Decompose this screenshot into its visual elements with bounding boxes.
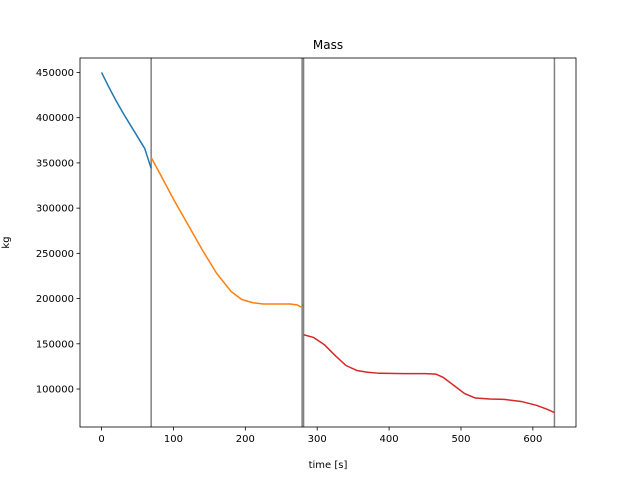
chart-title: Mass (313, 38, 343, 52)
y-tick-label: 300000 (36, 204, 74, 215)
y-tick-label: 200000 (36, 294, 74, 305)
y-tick-label: 250000 (36, 249, 74, 260)
series-line-1 (150, 157, 303, 309)
y-tick-label: 150000 (36, 339, 74, 350)
x-tick-label: 100 (164, 434, 183, 445)
series-group (100, 72, 555, 414)
y-axis-label: kg (1, 236, 12, 248)
series-line-2 (301, 304, 304, 307)
y-tick-label: 100000 (36, 385, 74, 396)
x-axis-label: time [s] (309, 460, 348, 471)
vertical-lines (150, 58, 556, 427)
plot-frame (79, 57, 577, 428)
x-tick-label: 600 (523, 434, 542, 445)
x-axis-ticks: 0 100 200 300 400 500 600 (98, 427, 542, 445)
x-tick-label: 400 (380, 434, 399, 445)
series-line-0 (100, 72, 152, 169)
y-tick-label: 350000 (36, 158, 74, 169)
y-axis-ticks: 100000 150000 200000 250000 300000 350000 4000… (36, 68, 80, 396)
x-tick-label: 200 (236, 434, 255, 445)
x-tick-label: 0 (98, 434, 104, 445)
y-tick-label: 400000 (36, 113, 74, 124)
x-tick-label: 300 (308, 434, 327, 445)
y-tick-label: 450000 (36, 68, 74, 79)
series-line-3 (303, 334, 555, 414)
x-tick-label: 500 (451, 434, 470, 445)
